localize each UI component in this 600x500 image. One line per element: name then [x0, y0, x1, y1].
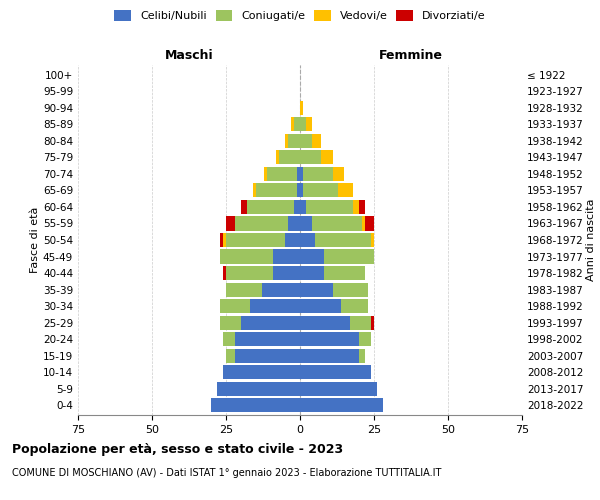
Bar — [332, 282, 368, 296]
Bar — [341, 299, 368, 313]
Bar — [300, 250, 323, 264]
Bar — [226, 282, 262, 296]
Bar — [300, 200, 306, 214]
Bar — [279, 150, 300, 164]
Bar — [300, 332, 359, 346]
Bar — [300, 282, 332, 296]
Bar — [288, 216, 300, 230]
Bar — [223, 266, 226, 280]
Bar — [241, 200, 247, 214]
Bar — [220, 250, 274, 264]
Bar — [312, 134, 321, 148]
Bar — [338, 184, 353, 198]
Bar — [235, 216, 288, 230]
Bar — [217, 382, 300, 396]
Bar — [300, 134, 312, 148]
Bar — [288, 134, 300, 148]
Bar — [303, 167, 332, 181]
Bar — [235, 332, 300, 346]
Bar — [323, 266, 365, 280]
Bar — [365, 216, 374, 230]
Bar — [300, 233, 315, 247]
Bar — [300, 101, 303, 115]
Bar — [256, 184, 297, 198]
Bar — [359, 332, 371, 346]
Bar — [226, 216, 235, 230]
Bar — [371, 233, 374, 247]
Bar — [300, 167, 303, 181]
Bar — [220, 316, 241, 330]
Bar — [223, 233, 226, 247]
Bar — [226, 233, 285, 247]
Y-axis label: Fasce di età: Fasce di età — [30, 207, 40, 273]
Bar — [315, 233, 371, 247]
Bar — [332, 167, 344, 181]
Bar — [300, 365, 371, 379]
Bar — [300, 299, 341, 313]
Y-axis label: Anni di nascita: Anni di nascita — [586, 198, 596, 281]
Bar — [274, 266, 300, 280]
Bar — [300, 118, 306, 132]
Bar — [253, 184, 256, 198]
Bar — [241, 316, 300, 330]
Bar — [300, 184, 303, 198]
Bar — [265, 167, 268, 181]
Bar — [211, 398, 300, 412]
Bar — [235, 348, 300, 362]
Text: Maschi: Maschi — [164, 48, 214, 62]
Bar — [226, 348, 235, 362]
Bar — [350, 316, 371, 330]
Bar — [297, 184, 300, 198]
Bar — [303, 184, 338, 198]
Bar — [294, 200, 300, 214]
Bar — [223, 332, 235, 346]
Bar — [223, 365, 300, 379]
Text: Popolazione per età, sesso e stato civile - 2023: Popolazione per età, sesso e stato civil… — [12, 442, 343, 456]
Bar — [297, 167, 300, 181]
Bar — [359, 348, 365, 362]
Bar — [220, 299, 250, 313]
Bar — [353, 200, 359, 214]
Bar — [277, 150, 279, 164]
Bar — [262, 282, 300, 296]
Bar — [300, 266, 323, 280]
Bar — [300, 382, 377, 396]
Bar — [294, 118, 300, 132]
Bar — [306, 200, 353, 214]
Bar — [300, 348, 359, 362]
Bar — [226, 266, 274, 280]
Bar — [274, 250, 300, 264]
Bar — [300, 316, 350, 330]
Bar — [250, 299, 300, 313]
Bar — [323, 250, 374, 264]
Bar — [359, 200, 365, 214]
Bar — [291, 118, 294, 132]
Bar — [312, 216, 362, 230]
Bar — [306, 118, 312, 132]
Bar — [300, 216, 312, 230]
Bar — [285, 233, 300, 247]
Bar — [362, 216, 365, 230]
Bar — [285, 134, 288, 148]
Text: Femmine: Femmine — [379, 48, 443, 62]
Bar — [300, 398, 383, 412]
Bar — [321, 150, 332, 164]
Bar — [300, 150, 321, 164]
Bar — [247, 200, 294, 214]
Legend: Celibi/Nubili, Coniugati/e, Vedovi/e, Divorziati/e: Celibi/Nubili, Coniugati/e, Vedovi/e, Di… — [112, 8, 488, 24]
Text: COMUNE DI MOSCHIANO (AV) - Dati ISTAT 1° gennaio 2023 - Elaborazione TUTTITALIA.: COMUNE DI MOSCHIANO (AV) - Dati ISTAT 1°… — [12, 468, 442, 477]
Bar — [371, 316, 374, 330]
Bar — [220, 233, 223, 247]
Bar — [268, 167, 297, 181]
